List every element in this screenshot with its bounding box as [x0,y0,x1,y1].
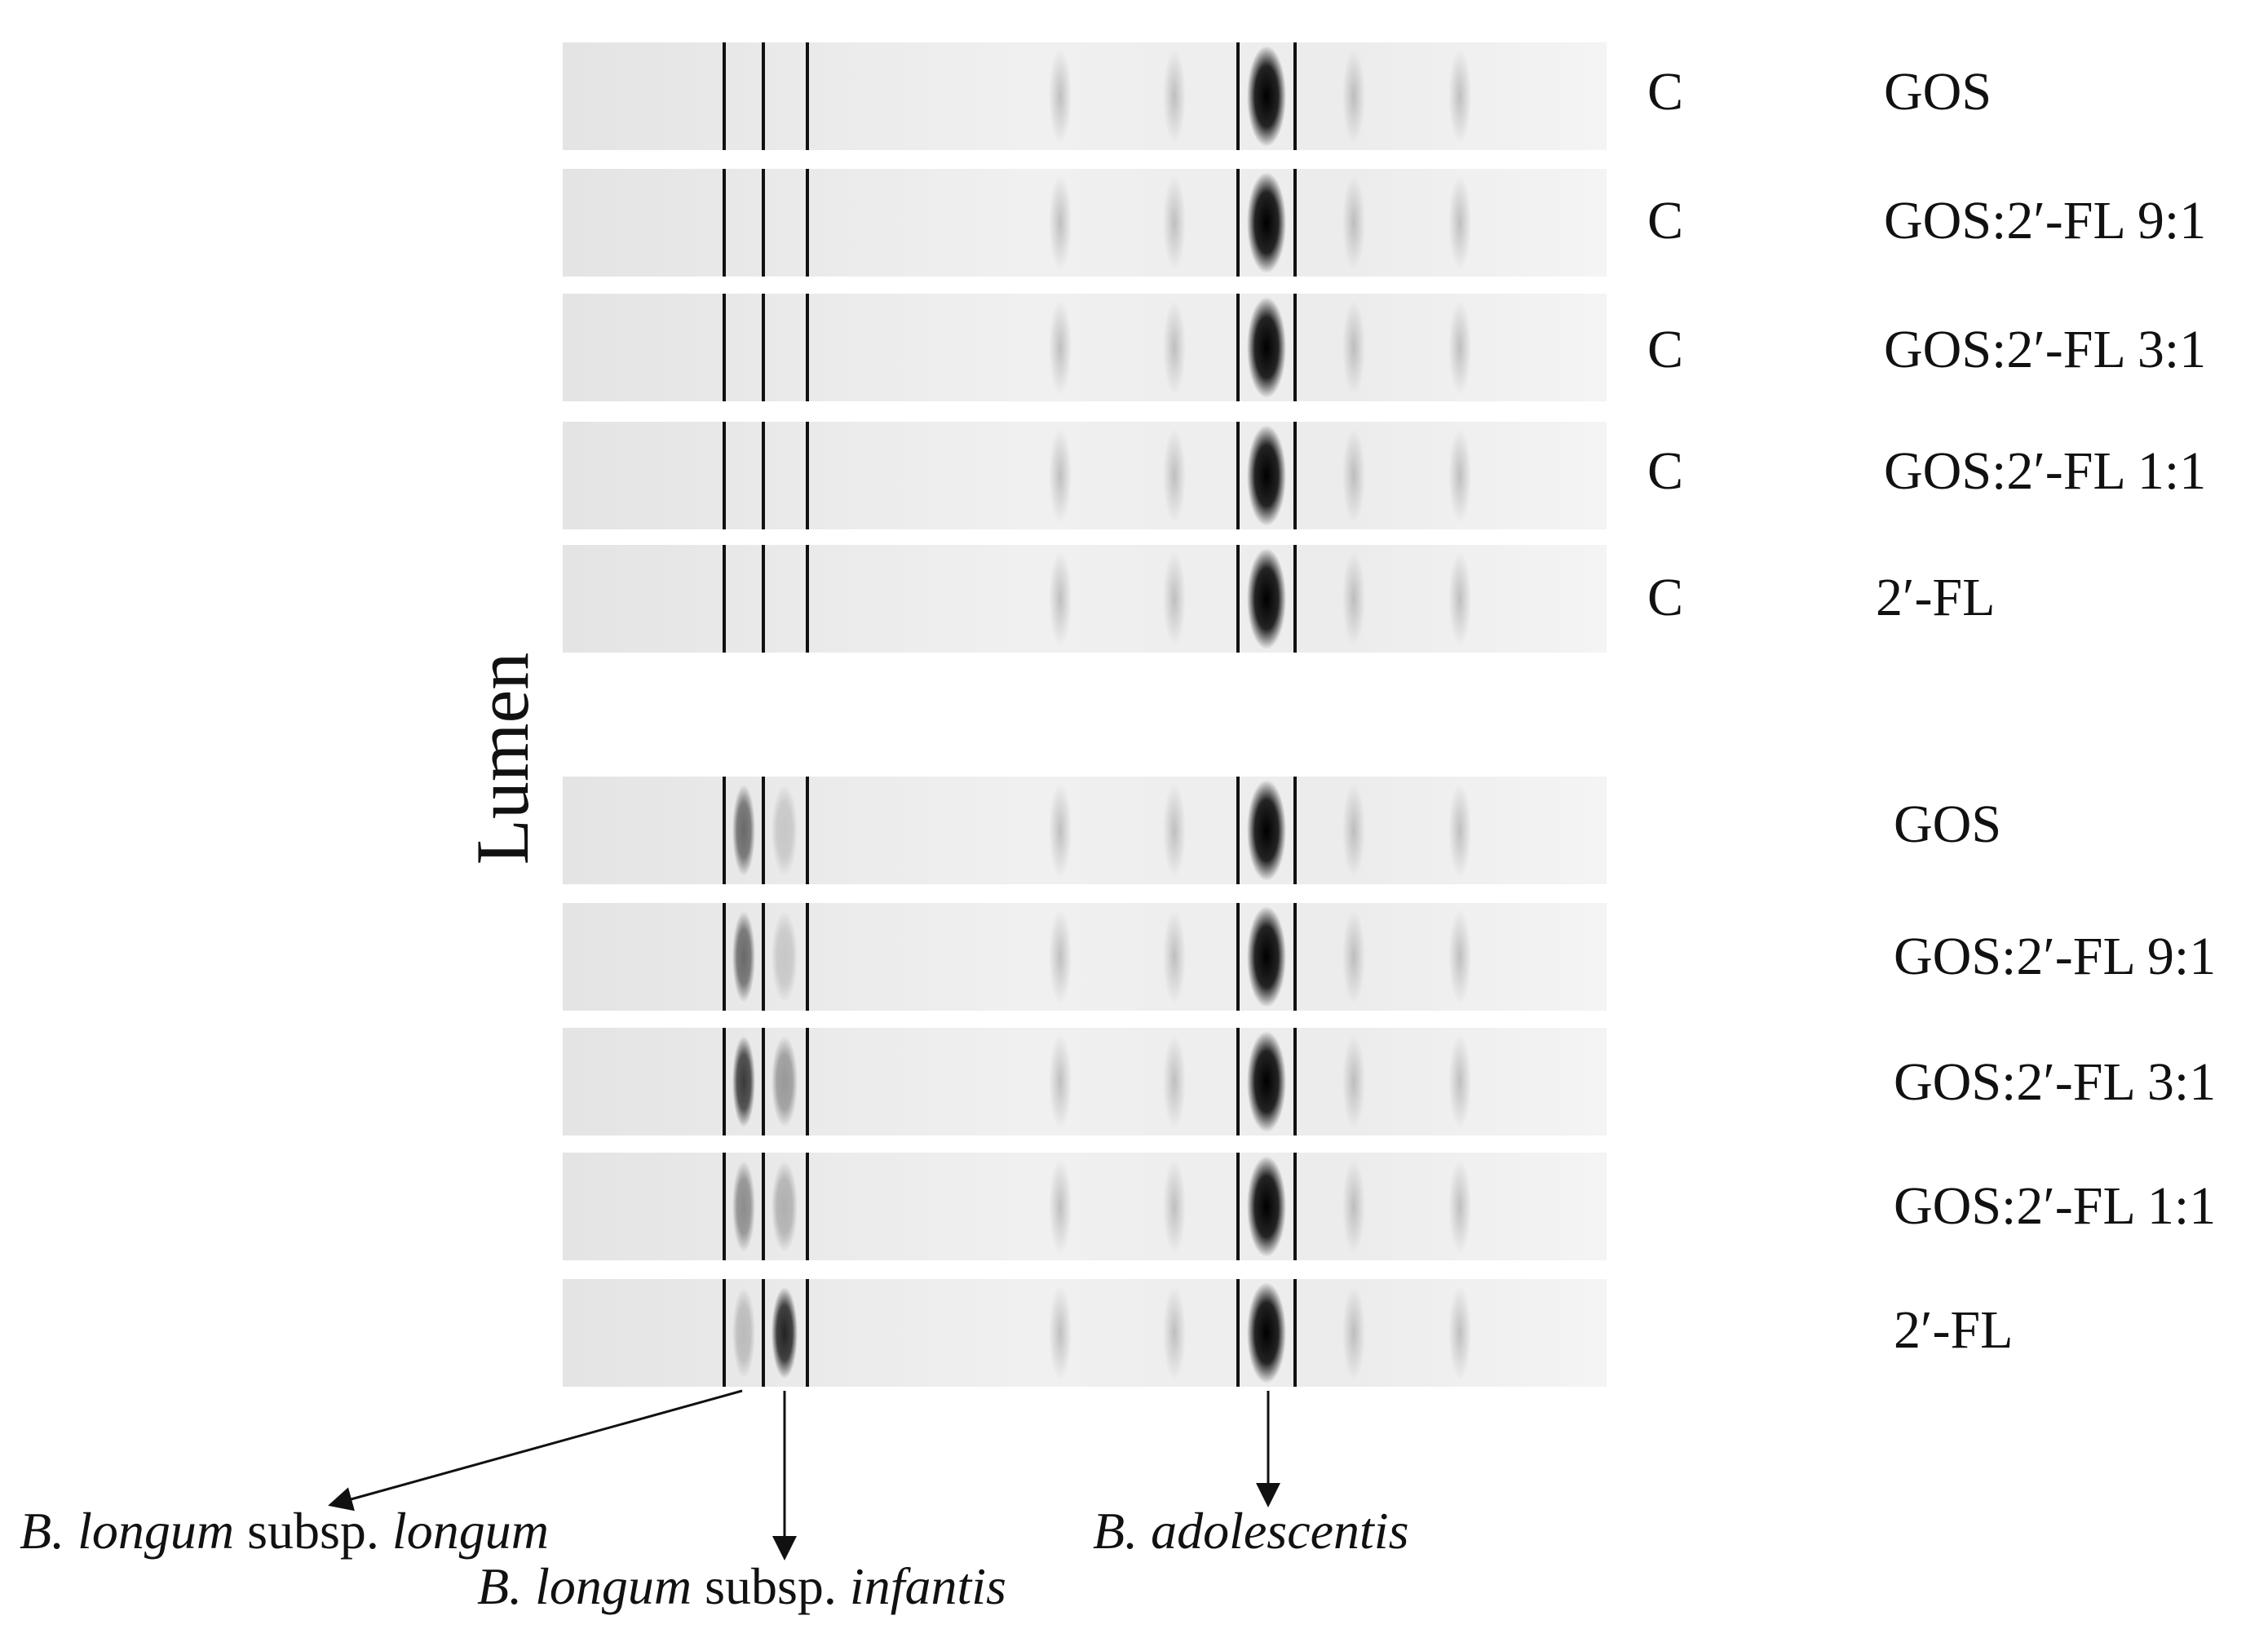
gel-lane [563,294,1607,401]
condition-label: 2′-FL [1894,1300,2014,1360]
species-label-longum: B. longum subsp. longum [20,1502,549,1560]
gel-lane [563,1279,1607,1387]
arrow-longum [328,1389,743,1512]
control-label: C [1647,320,1684,379]
condition-label: GOS [1884,62,1992,122]
gel-lane [563,169,1607,277]
condition-label: GOS [1894,795,2002,854]
gel-lane [563,422,1607,529]
condition-label: GOS:2′-FL 3:1 [1894,1052,2217,1112]
control-label: C [1647,568,1684,627]
gel-lane [563,1153,1607,1260]
gel-lane [563,545,1607,653]
condition-label: GOS:2′-FL 1:1 [1884,441,2207,501]
condition-label: GOS:2′-FL 9:1 [1894,927,2217,986]
condition-label: GOS:2′-FL 1:1 [1894,1176,2217,1236]
gel-lane [563,903,1607,1011]
gel-lane [563,42,1607,150]
species-arrows [328,1389,1280,1560]
side-label: Lumen [461,652,544,865]
condition-label: GOS:2′-FL 9:1 [1884,191,2207,250]
gel-lane [563,777,1607,884]
control-label: C [1647,441,1684,501]
gel-lane [563,1028,1607,1135]
condition-label: GOS:2′-FL 3:1 [1884,320,2207,379]
species-label-adolescentis: B. adolescentis [1093,1502,1409,1560]
control-label: C [1647,62,1684,122]
condition-label: 2′-FL [1876,568,1996,627]
control-label: C [1647,191,1684,250]
species-label-infantis: B. longum subsp. infantis [477,1557,1006,1615]
